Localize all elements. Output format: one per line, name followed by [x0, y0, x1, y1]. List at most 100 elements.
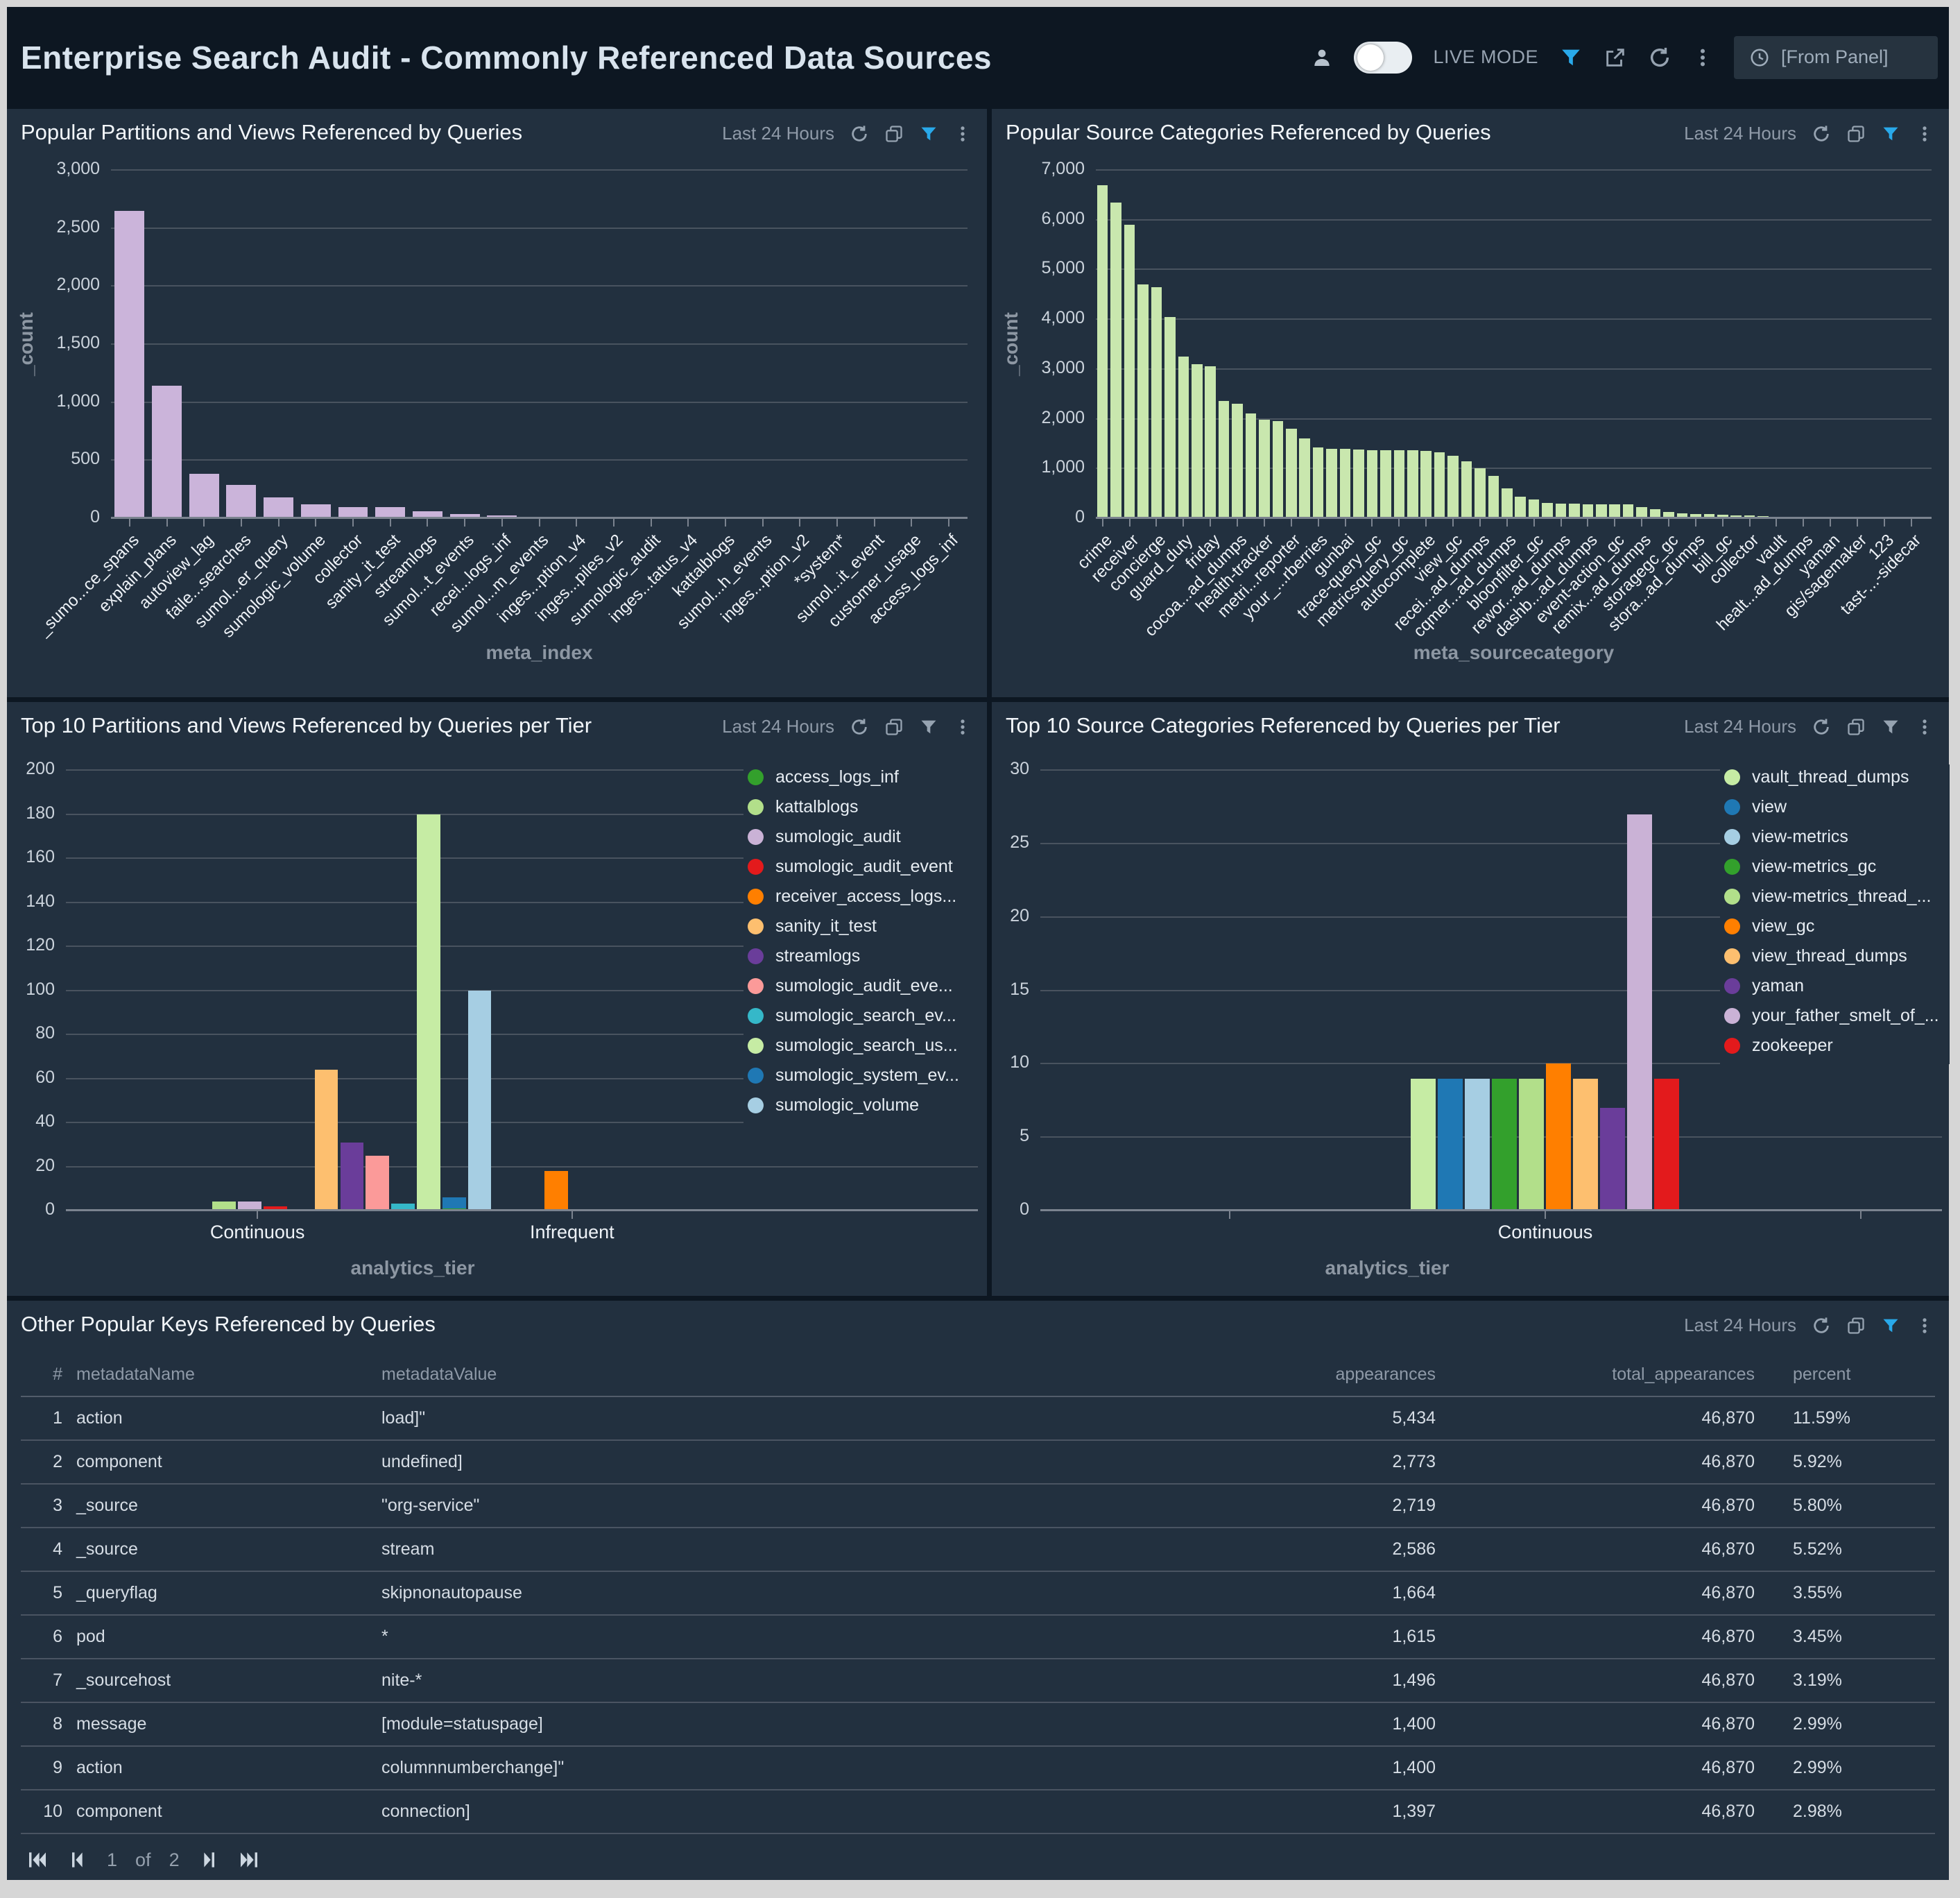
column-header[interactable]: metadataValue — [375, 1365, 1096, 1397]
bar[interactable] — [1555, 503, 1567, 518]
bar[interactable] — [338, 507, 368, 518]
column-header[interactable]: metadataName — [69, 1365, 375, 1397]
filter-icon[interactable] — [1559, 46, 1583, 69]
bar[interactable] — [1151, 287, 1162, 518]
bar[interactable] — [366, 1155, 390, 1211]
bar[interactable] — [487, 515, 517, 518]
bar[interactable] — [1124, 224, 1135, 518]
kebab-menu-icon[interactable] — [1916, 1317, 1934, 1335]
bar[interactable] — [467, 990, 492, 1211]
time-range-selector[interactable]: [From Panel] — [1734, 35, 1938, 79]
bar[interactable] — [1393, 450, 1405, 518]
bar[interactable] — [391, 1204, 415, 1211]
bar[interactable] — [1272, 421, 1284, 518]
bar[interactable] — [1502, 488, 1513, 518]
bar[interactable] — [1649, 509, 1661, 518]
bar[interactable] — [1717, 514, 1728, 518]
bar[interactable] — [264, 1206, 287, 1211]
table-row[interactable]: 6 pod * 1,615 46,870 3.45% — [21, 1615, 1935, 1659]
next-page-icon[interactable] — [198, 1849, 220, 1871]
bar[interactable] — [1097, 185, 1108, 518]
bar[interactable] — [226, 485, 257, 518]
bar[interactable] — [212, 1202, 237, 1211]
bar[interactable] — [1519, 1078, 1544, 1211]
kebab-menu-icon[interactable] — [1916, 125, 1934, 143]
bar[interactable] — [1218, 401, 1230, 518]
legend-item[interactable]: view-metrics_gc — [1724, 857, 1950, 877]
bar[interactable] — [1627, 814, 1652, 1211]
legend-item[interactable]: sumologic_search_ev... — [748, 1006, 987, 1026]
legend-item[interactable]: vault_thread_dumps — [1724, 767, 1950, 787]
filter-icon[interactable] — [1881, 124, 1900, 144]
bar[interactable] — [1636, 506, 1647, 518]
bar[interactable] — [1366, 450, 1378, 518]
bar[interactable] — [1232, 404, 1243, 518]
bar[interactable] — [1609, 504, 1621, 518]
refresh-icon[interactable] — [850, 717, 869, 737]
bar[interactable] — [1259, 420, 1270, 518]
live-mode-toggle[interactable] — [1354, 41, 1413, 74]
legend-item[interactable]: receiver_access_logs... — [748, 887, 987, 907]
legend-item[interactable]: access_logs_inf — [748, 767, 987, 787]
table-row[interactable]: 8 message [module=statuspage] 1,400 46,870 2.… — [21, 1702, 1935, 1747]
table-row[interactable]: 4 _source stream 2,586 46,870 5.52% — [21, 1528, 1935, 1572]
bar[interactable] — [1438, 1078, 1463, 1211]
bar[interactable] — [264, 497, 294, 518]
filter-icon[interactable] — [919, 124, 938, 144]
bar[interactable] — [1191, 364, 1203, 518]
bar[interactable] — [152, 386, 182, 518]
legend-item[interactable]: view_thread_dumps — [1724, 946, 1950, 966]
bar[interactable] — [442, 1197, 466, 1211]
table-row[interactable]: 7 _sourcehost nite-* 1,496 46,870 3.19% — [21, 1659, 1935, 1703]
table-row[interactable]: 10 component connection] 1,397 46,870 2.98% — [21, 1790, 1935, 1834]
table-row[interactable]: 1 action load]" 5,434 46,870 11.59% — [21, 1396, 1935, 1441]
bar[interactable] — [1447, 455, 1459, 518]
filter-icon[interactable] — [1881, 717, 1900, 737]
legend-item[interactable]: yaman — [1724, 976, 1950, 996]
bar[interactable] — [1676, 513, 1688, 518]
bar[interactable] — [1573, 1078, 1598, 1211]
legend-item[interactable]: sumologic_system_ev... — [748, 1066, 987, 1086]
copy-icon[interactable] — [1846, 717, 1866, 737]
bar[interactable] — [1730, 515, 1742, 518]
bar[interactable] — [1205, 366, 1216, 518]
bar[interactable] — [1137, 284, 1149, 518]
bar[interactable] — [1299, 438, 1311, 518]
refresh-icon[interactable] — [1648, 46, 1671, 69]
legend-item[interactable]: view — [1724, 797, 1950, 817]
current-page[interactable]: 1 — [107, 1849, 118, 1870]
bar[interactable] — [544, 1170, 568, 1211]
refresh-icon[interactable] — [1812, 717, 1831, 737]
bar[interactable] — [1312, 447, 1324, 518]
bar[interactable] — [1164, 316, 1176, 518]
legend-item[interactable]: sumologic_volume — [748, 1095, 987, 1115]
legend-item[interactable]: view_gc — [1724, 916, 1950, 937]
legend-item[interactable]: sumologic_audit_event — [748, 857, 987, 877]
bar[interactable] — [189, 474, 219, 518]
bar[interactable] — [300, 504, 331, 518]
bar[interactable] — [416, 814, 440, 1211]
legend-item[interactable]: your_father_smelt_of_... — [1724, 1006, 1950, 1026]
bar[interactable] — [1596, 504, 1607, 518]
legend-item[interactable]: sumologic_audit — [748, 827, 987, 847]
bar[interactable] — [375, 507, 406, 518]
legend-item[interactable]: sanity_it_test — [748, 916, 987, 937]
bar[interactable] — [1178, 356, 1189, 518]
table-row[interactable]: 3 _source "org-service" 2,719 46,870 5.80% — [21, 1484, 1935, 1528]
user-icon[interactable] — [1311, 46, 1333, 69]
bar[interactable] — [412, 511, 442, 518]
bar[interactable] — [1411, 1078, 1436, 1211]
kebab-menu-icon[interactable] — [954, 125, 972, 143]
bar[interactable] — [1622, 504, 1634, 518]
column-header[interactable]: appearances — [1096, 1365, 1443, 1397]
bar[interactable] — [1569, 504, 1580, 518]
legend-item[interactable]: zookeeper — [1724, 1036, 1950, 1056]
bar[interactable] — [1515, 497, 1526, 518]
table-row[interactable]: 5 _queryflag skipnonautopause 1,664 46,870 3.… — [21, 1571, 1935, 1616]
table-row[interactable]: 9 action columnnumberchange]" 1,400 46,870 2.… — [21, 1746, 1935, 1790]
bar[interactable] — [1582, 504, 1594, 518]
refresh-icon[interactable] — [1812, 1316, 1831, 1335]
kebab-menu-icon[interactable] — [1916, 718, 1934, 736]
legend-item[interactable]: sumologic_audit_eve... — [748, 976, 987, 996]
legend-item[interactable]: view-metrics_thread_... — [1724, 887, 1950, 907]
